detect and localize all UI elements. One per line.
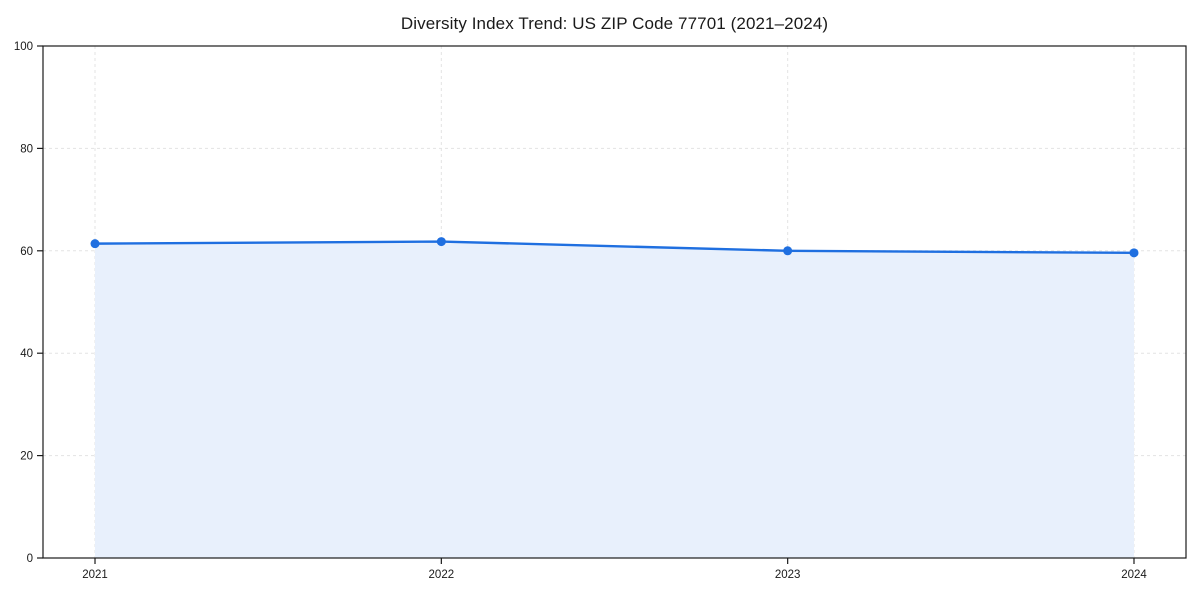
data-point-2023 (783, 246, 793, 256)
y-tick-label: 20 (20, 451, 33, 463)
data-point-2022 (436, 237, 446, 247)
y-tick-label: 100 (14, 41, 33, 53)
y-tick-label: 60 (20, 246, 33, 258)
x-tick-label: 2023 (775, 569, 801, 581)
y-tick-label: 40 (20, 348, 33, 360)
y-tick-label: 0 (27, 553, 33, 565)
x-tick-label: 2022 (429, 569, 455, 581)
chart-title: Diversity Index Trend: US ZIP Code 77701… (400, 14, 829, 33)
x-tick-label: 2021 (82, 569, 108, 581)
data-point-2021 (90, 239, 100, 249)
data-point-2024 (1129, 248, 1139, 258)
y-tick-label: 80 (20, 143, 33, 155)
trend-line (93, 240, 1136, 255)
plot-frame (42, 45, 1187, 559)
x-tick-label: 2024 (1121, 569, 1147, 581)
area-fill (95, 241, 1134, 559)
